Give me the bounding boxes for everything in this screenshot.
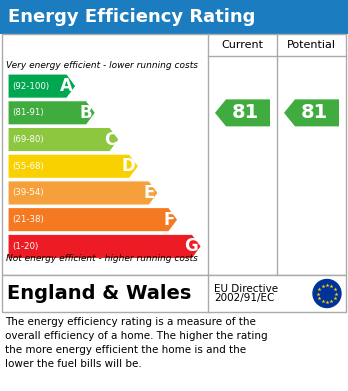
Text: G: G	[184, 237, 198, 255]
Polygon shape	[8, 181, 158, 205]
Text: C: C	[104, 131, 116, 149]
Text: lower the fuel bills will be.: lower the fuel bills will be.	[5, 359, 142, 369]
Polygon shape	[215, 99, 270, 126]
Text: (69-80): (69-80)	[12, 135, 44, 144]
Polygon shape	[8, 127, 119, 152]
Text: B: B	[80, 104, 93, 122]
Text: (81-91): (81-91)	[12, 108, 44, 117]
Bar	[2, 275, 346, 312]
Polygon shape	[8, 208, 178, 232]
Text: The energy efficiency rating is a measure of the: The energy efficiency rating is a measur…	[5, 317, 256, 327]
Text: the more energy efficient the home is and the: the more energy efficient the home is an…	[5, 345, 246, 355]
Polygon shape	[8, 154, 139, 178]
Text: Potential: Potential	[287, 40, 336, 50]
Polygon shape	[8, 74, 76, 98]
Text: 81: 81	[301, 103, 328, 122]
Text: E: E	[144, 184, 155, 202]
Text: D: D	[122, 157, 135, 175]
Text: Not energy efficient - higher running costs: Not energy efficient - higher running co…	[6, 254, 198, 263]
Bar	[2, 34, 346, 275]
Text: Current: Current	[221, 40, 263, 50]
Text: 2002/91/EC: 2002/91/EC	[214, 294, 274, 303]
Text: F: F	[163, 211, 175, 229]
Polygon shape	[284, 99, 339, 126]
Text: (92-100): (92-100)	[12, 82, 49, 91]
Circle shape	[313, 280, 341, 307]
Text: 81: 81	[232, 103, 259, 122]
Text: Very energy efficient - lower running costs: Very energy efficient - lower running co…	[6, 61, 198, 70]
Text: Energy Efficiency Rating: Energy Efficiency Rating	[8, 8, 255, 26]
Text: England & Wales: England & Wales	[7, 284, 191, 303]
Text: (1-20): (1-20)	[12, 242, 38, 251]
Text: (39-54): (39-54)	[12, 188, 44, 197]
Polygon shape	[8, 234, 201, 258]
Text: (21-38): (21-38)	[12, 215, 44, 224]
Text: overall efficiency of a home. The higher the rating: overall efficiency of a home. The higher…	[5, 331, 268, 341]
Text: (55-68): (55-68)	[12, 162, 44, 171]
Text: A: A	[60, 77, 73, 95]
Polygon shape	[8, 101, 95, 125]
Text: EU Directive: EU Directive	[214, 283, 278, 294]
Bar	[0, 0, 348, 34]
